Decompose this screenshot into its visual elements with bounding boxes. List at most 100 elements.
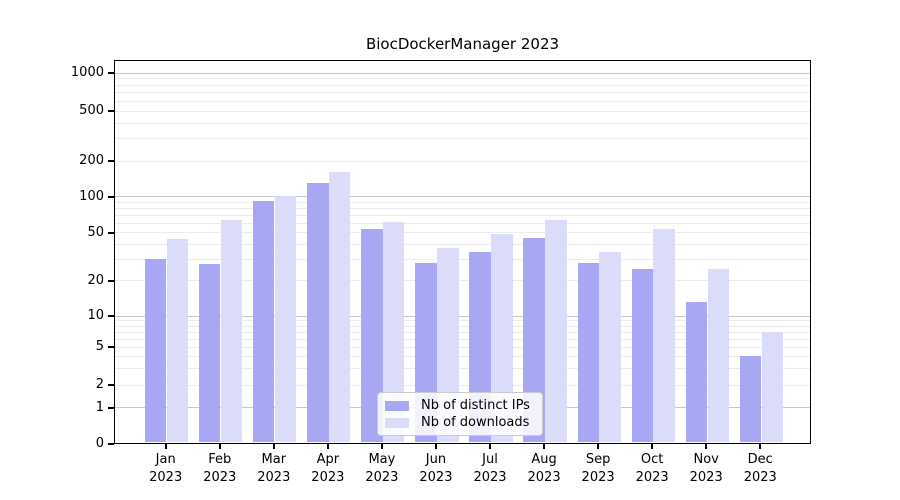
gridline-minor [115, 338, 810, 340]
y-tick-mark [108, 443, 114, 445]
y-tick-mark [108, 160, 114, 162]
x-tick-label: Jun 2023 [400, 451, 472, 487]
bar-downloads [761, 331, 783, 442]
gridline-minor [115, 367, 810, 369]
x-tick-month: Jul [482, 452, 498, 467]
y-tick-mark [108, 72, 114, 74]
x-tick-year: 2023 [527, 470, 561, 485]
x-tick-year: 2023 [419, 470, 453, 485]
x-tick-label: Feb 2023 [184, 451, 256, 487]
bar-downloads [275, 196, 297, 442]
x-tick-mark [759, 443, 762, 449]
x-tick-mark [651, 443, 654, 449]
x-tick-label: Aug 2023 [508, 451, 580, 487]
x-tick-month: Jan [155, 452, 176, 467]
x-tick-month: Dec [747, 452, 773, 467]
x-tick-month: Mar [261, 452, 287, 467]
y-tick-label: 100 [79, 188, 104, 204]
bar-downloads [545, 220, 567, 442]
gridline-minor [115, 355, 810, 357]
bar-downloads [329, 171, 351, 442]
gridline-minor [115, 160, 810, 162]
x-tick-mark [434, 443, 437, 449]
x-tick-month: Oct [640, 452, 664, 467]
x-tick-month: Feb [208, 452, 232, 467]
x-tick-year: 2023 [635, 470, 669, 485]
legend: Nb of distinct IPs Nb of downloads [377, 392, 543, 436]
x-tick-label: Dec 2023 [724, 451, 796, 487]
x-tick-month: Sep [585, 452, 611, 467]
plot-area [114, 60, 811, 444]
gridline-minor [115, 243, 810, 245]
gridline-minor [115, 214, 810, 216]
x-tick-label: Jul 2023 [454, 451, 526, 487]
gridline-minor [115, 232, 810, 234]
x-tick-label: Oct 2023 [616, 451, 688, 487]
gridline-major [115, 196, 810, 198]
legend-item-downloads: Nb of downloads [385, 415, 534, 430]
bar-distinct-ips [577, 262, 599, 442]
bar-distinct-ips [631, 268, 653, 442]
y-tick-label: 1000 [70, 65, 104, 80]
gridline-minor [115, 201, 810, 203]
y-tick-label: 20 [87, 272, 104, 288]
y-tick-mark [108, 110, 114, 112]
y-tick-mark [108, 315, 114, 317]
x-tick-year: 2023 [473, 470, 507, 485]
x-tick-label: Mar 2023 [238, 451, 310, 487]
legend-label-downloads: Nb of downloads [421, 415, 530, 430]
x-tick-mark [272, 443, 275, 449]
x-tick-label: Sep 2023 [562, 451, 634, 487]
x-tick-label: Nov 2023 [670, 451, 742, 487]
x-tick-year: 2023 [311, 470, 345, 485]
gridline-minor [115, 331, 810, 333]
x-tick-mark [326, 443, 329, 449]
x-tick-mark [543, 443, 546, 449]
bar-distinct-ips [145, 258, 167, 442]
x-tick-month: Aug [531, 452, 557, 467]
legend-label-distinct-ips: Nb of distinct IPs [421, 398, 530, 413]
x-tick-year: 2023 [149, 470, 183, 485]
x-tick-label: Apr 2023 [292, 451, 364, 487]
gridline-major [115, 315, 810, 317]
x-tick-year: 2023 [581, 470, 615, 485]
x-tick-year: 2023 [257, 470, 291, 485]
x-tick-month: Jun [425, 452, 447, 467]
y-tick-label: 1 [95, 399, 104, 415]
gridline-minor [115, 138, 810, 140]
legend-swatch-distinct-ips [385, 400, 409, 411]
y-tick-label: 2 [95, 377, 104, 392]
bar-distinct-ips [739, 355, 761, 442]
y-tick-mark [108, 279, 114, 282]
gridline-minor [115, 78, 810, 80]
x-tick-mark [705, 443, 708, 449]
x-tick-mark [597, 443, 600, 449]
x-tick-month: Nov [693, 452, 719, 467]
x-tick-mark [380, 443, 383, 449]
bar-downloads [221, 220, 243, 442]
bar-distinct-ips [199, 264, 221, 442]
legend-item-distinct-ips: Nb of distinct IPs [385, 398, 534, 413]
y-tick-label: 500 [79, 103, 104, 118]
y-tick-label: 10 [87, 308, 104, 323]
gridline-minor [115, 222, 810, 224]
gridline-minor [115, 92, 810, 94]
gridline-minor [115, 346, 810, 348]
legend-swatch-downloads [385, 417, 409, 428]
x-tick-year: 2023 [203, 470, 237, 485]
bar-distinct-ips [523, 237, 545, 442]
x-tick-year: 2023 [365, 470, 399, 485]
gridline-minor [115, 325, 810, 327]
gridline-minor [115, 258, 810, 260]
bar-downloads [383, 221, 405, 442]
bar-downloads [599, 252, 621, 442]
y-tick-label: 5 [95, 339, 104, 355]
bar-downloads [491, 234, 513, 442]
y-tick-label: 0 [95, 436, 104, 451]
x-tick-year: 2023 [743, 470, 777, 485]
x-tick-label: May 2023 [346, 451, 418, 487]
gridline-minor [115, 280, 810, 282]
x-tick-mark [218, 443, 221, 449]
x-tick-label: Jan 2023 [130, 451, 202, 487]
